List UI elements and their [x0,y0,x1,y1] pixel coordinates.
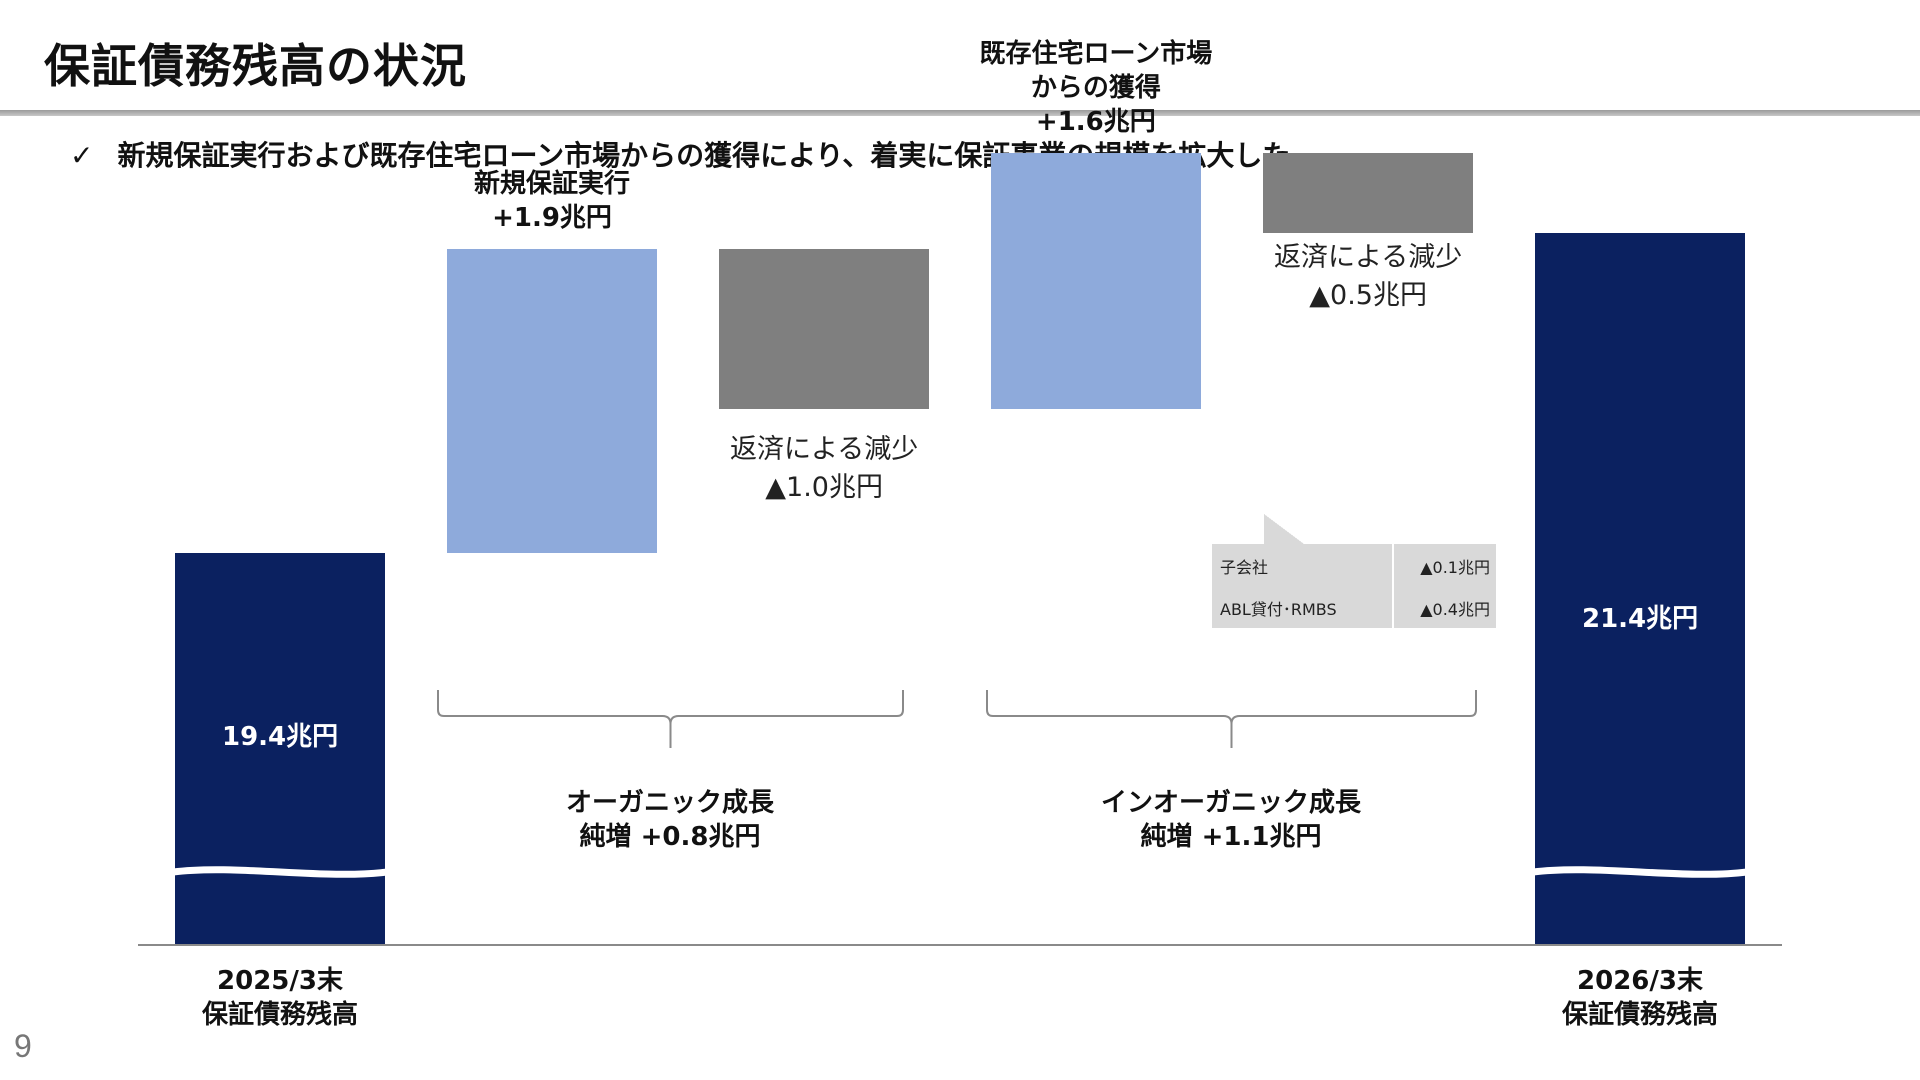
x-axis-label-2025-date: 2025/3末 [217,966,343,996]
step-label-new-guarantees-value: +1.9兆円 [492,203,612,233]
group-label-inorganic: インオーガニック成長 純増 +1.1兆円 [1101,786,1361,854]
bar-0 [175,553,385,945]
page-title: 保証債務残高の状況 [44,39,467,93]
bar-4 [1263,153,1473,233]
bar-3 [991,153,1201,409]
step-label-repayment-1-value: ▲1.0兆円 [765,472,883,503]
step-label-repayment-1: 返済による減少 ▲1.0兆円 [730,431,918,507]
step-label-repayment-2-name: 返済による減少 [1274,242,1463,273]
breakdown-divider [1392,544,1394,628]
step-label-new-guarantees-name: 新規保証実行 [474,169,631,199]
group-label-organic-name: オーガニック成長 [566,788,775,818]
step-label-acquisition: 既存住宅ローン市場 からの獲得 +1.6兆円 [980,37,1213,139]
check-icon: ✓ [70,139,94,172]
group-label-organic: オーガニック成長 純増 +0.8兆円 [566,786,774,854]
axis-break-wave-5 [1532,866,1748,878]
title-divider [0,110,1920,116]
repayment-breakdown-box: 子会社 ▲0.1兆円 ABL貸付･RMBS ▲0.4兆円 [1212,514,1496,628]
x-axis-label-2025: 2025/3末 保証債務残高 [202,964,358,1032]
step-label-new-guarantees: 新規保証実行 +1.9兆円 [474,167,630,235]
bar-2 [719,249,929,409]
step-label-acquisition-value: +1.6兆円 [1035,107,1156,137]
callout-pointer [1264,514,1304,544]
x-axis-label-2026: 2026/3末 保証債務残高 [1562,964,1718,1032]
breakdown-name: ABL貸付･RMBS [1220,600,1337,619]
axis-break-wave-0 [172,866,388,878]
group-label-inorganic-net: 純増 +1.1兆円 [1140,822,1322,852]
step-label-acquisition-name1: 既存住宅ローン市場 [979,39,1213,69]
bar-value-label-2025: 19.4兆円 [222,722,339,752]
breakdown-name: 子会社 [1220,558,1269,577]
x-axis-label-2026-name: 保証債務残高 [1562,1000,1719,1030]
group-label-organic-net: 純増 +0.8兆円 [579,822,761,852]
breakdown-value: ▲0.4兆円 [1420,600,1490,619]
bar-value-label-2026: 21.4兆円 [1582,604,1699,634]
step-label-repayment-2-value: ▲0.5兆円 [1309,280,1427,311]
page-number: 9 [14,1028,32,1064]
brace-organic [437,690,904,748]
x-axis-label-2026-date: 2026/3末 [1577,966,1703,996]
step-label-repayment-1-name: 返済による減少 [730,434,919,465]
bar-1 [447,249,657,553]
step-label-repayment-2: 返済による減少 ▲0.5兆円 [1274,239,1462,315]
breakdown-value: ▲0.1兆円 [1420,558,1490,577]
group-label-inorganic-name: インオーガニック成長 [1101,788,1362,818]
brace-inorganic [986,690,1477,748]
x-axis-label-2025-name: 保証債務残高 [202,1000,359,1030]
step-label-acquisition-name2: からの獲得 [1030,73,1161,103]
bar-5 [1535,233,1745,945]
